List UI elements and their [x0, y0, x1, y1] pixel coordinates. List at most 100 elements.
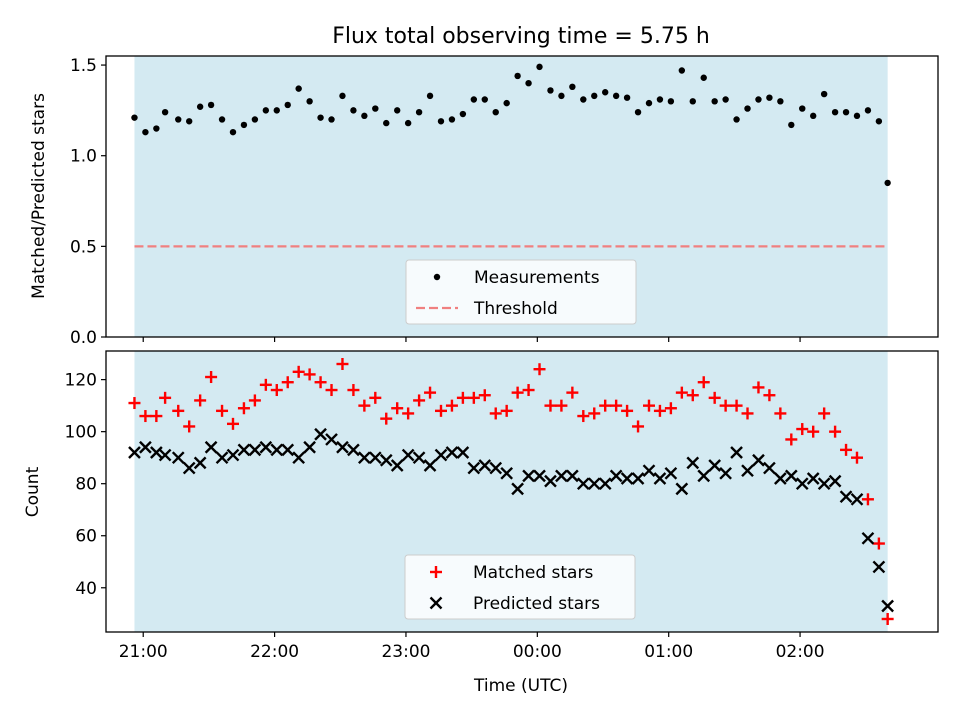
top-point-dot-47: [645, 99, 653, 107]
top-point-dot-61: [799, 105, 806, 112]
top-point-dot-0: [131, 114, 138, 121]
bottom-point-x-16: [303, 440, 316, 454]
bottom-point-x-56: [741, 464, 754, 478]
bottom-point-x-22: [368, 451, 382, 465]
legend-label: Predicted stars: [473, 594, 600, 614]
bottom-point-x-28: [434, 448, 448, 462]
bottom-point-x-67: [861, 531, 875, 545]
bottom-point-plus-38: [544, 399, 557, 412]
x-tick-label: 21:00: [119, 642, 168, 662]
bottom-point-plus-26: [413, 394, 426, 407]
bottom-point-plus-39: [555, 399, 568, 412]
bottom-point-plus-3: [159, 391, 172, 404]
bottom-point-x-30: [456, 446, 470, 459]
top-point-dot-59: [777, 98, 784, 105]
bottom-point-plus-9: [226, 417, 239, 430]
top-point-dot-26: [415, 109, 423, 116]
bottom-point-x-47: [642, 464, 656, 478]
bottom-y-axis-label: Count: [23, 466, 43, 517]
x-tick-label: 02:00: [776, 642, 825, 662]
top-point-dot-50: [678, 67, 686, 74]
top-point-dot-16: [306, 98, 313, 105]
bottom-point-x-48: [653, 472, 667, 485]
bottom-point-plus-69: [881, 612, 894, 625]
bottom-point-plus-49: [664, 402, 677, 415]
top-point-dot-24: [394, 107, 401, 114]
bottom-point-x-51: [686, 456, 700, 470]
bottom-point-plus-23: [380, 412, 393, 425]
top-point-dot-4: [175, 116, 182, 123]
top-point-dot-18: [328, 116, 335, 123]
top-point-dot-52: [700, 74, 707, 81]
top-point-dot-9: [229, 128, 237, 136]
bottom-point-plus-42: [588, 407, 601, 420]
bottom-point-plus-40: [566, 386, 579, 399]
top-point-dot-58: [766, 94, 773, 101]
bottom-point-x-33: [489, 461, 503, 475]
top-point-dot-63: [820, 90, 828, 98]
bottom-point-x-12: [259, 440, 273, 454]
bottom-point-plus-34: [500, 404, 513, 417]
bottom-point-plus-45: [621, 404, 634, 417]
bottom-point-plus-48: [653, 404, 666, 417]
bottom-point-plus-1: [139, 410, 152, 423]
top-point-dot-53: [711, 98, 718, 105]
bottom-point-x-29: [445, 446, 459, 459]
bottom-point-x-44: [609, 469, 623, 483]
bottom-point-plus-8: [216, 404, 229, 417]
bottom-point-plus-25: [402, 407, 415, 420]
top-point-dot-7: [207, 101, 215, 109]
top-point-dot-1: [142, 128, 149, 136]
bottom-point-plus-55: [730, 399, 743, 412]
bottom-point-x-63: [817, 477, 831, 491]
bottom-point-plus-67: [861, 493, 874, 506]
bottom-axes-frame: [105, 350, 939, 633]
top-point-dot-49: [667, 98, 675, 105]
legend-x-swatch: [429, 596, 443, 610]
top-point-dot-38: [547, 87, 554, 94]
bottom-point-x-50: [675, 482, 689, 496]
bottom-y-tick-label: 60: [75, 527, 97, 547]
bottom-point-x-6: [193, 456, 207, 470]
bottom-point-x-58: [763, 461, 776, 475]
bottom-point-x-66: [850, 492, 864, 506]
bottom-point-plus-17: [314, 376, 327, 389]
x-tick-label: 23:00: [381, 642, 430, 662]
top-point-dot-11: [251, 116, 259, 123]
bottom-point-plus-21: [358, 399, 371, 412]
bottom-panel: 40 60 80 100 120 21:00 22:00 23:00 00:00 01:00 02:…: [65, 350, 939, 662]
top-point-dot-5: [186, 118, 193, 125]
bottom-point-x-40: [566, 469, 579, 483]
top-point-dot-2: [153, 125, 160, 132]
x-tick-label: 01:00: [644, 642, 693, 662]
top-y-tick-label: 1.5: [70, 56, 97, 76]
bottom-point-x-26: [412, 451, 426, 465]
top-panel: 0.0 0.5 1.0 1.5 Measurements Threshold: [70, 55, 939, 348]
top-point-dot-35: [514, 72, 521, 80]
top-point-dot-42: [591, 92, 598, 100]
bottom-point-plus-19: [336, 358, 349, 371]
bottom-point-plus-68: [872, 537, 885, 550]
bottom-point-x-31: [467, 461, 481, 475]
top-point-dot-36: [525, 79, 532, 87]
top-point-dot-15: [295, 85, 302, 92]
top-legend: Measurements Threshold: [405, 259, 637, 325]
top-point-dot-69: [884, 179, 891, 187]
bottom-point-plus-22: [369, 391, 382, 404]
top-point-dot-51: [689, 98, 696, 105]
bottom-point-plus-18: [325, 384, 338, 397]
bottom-point-plus-35: [511, 386, 524, 399]
bottom-point-plus-64: [829, 425, 842, 438]
bottom-point-x-36: [522, 469, 535, 483]
bottom-point-x-9: [226, 448, 240, 462]
bottom-point-x-45: [620, 472, 634, 485]
bottom-point-plus-63: [818, 407, 831, 420]
bottom-point-x-62: [806, 472, 820, 485]
top-point-dot-48: [656, 96, 664, 103]
bottom-point-plus-20: [347, 384, 360, 397]
bottom-point-x-60: [784, 469, 798, 483]
top-point-dot-31: [470, 96, 478, 103]
top-point-dot-62: [810, 112, 817, 120]
bottom-point-plus-12: [259, 378, 272, 391]
bottom-point-plus-66: [850, 451, 863, 464]
